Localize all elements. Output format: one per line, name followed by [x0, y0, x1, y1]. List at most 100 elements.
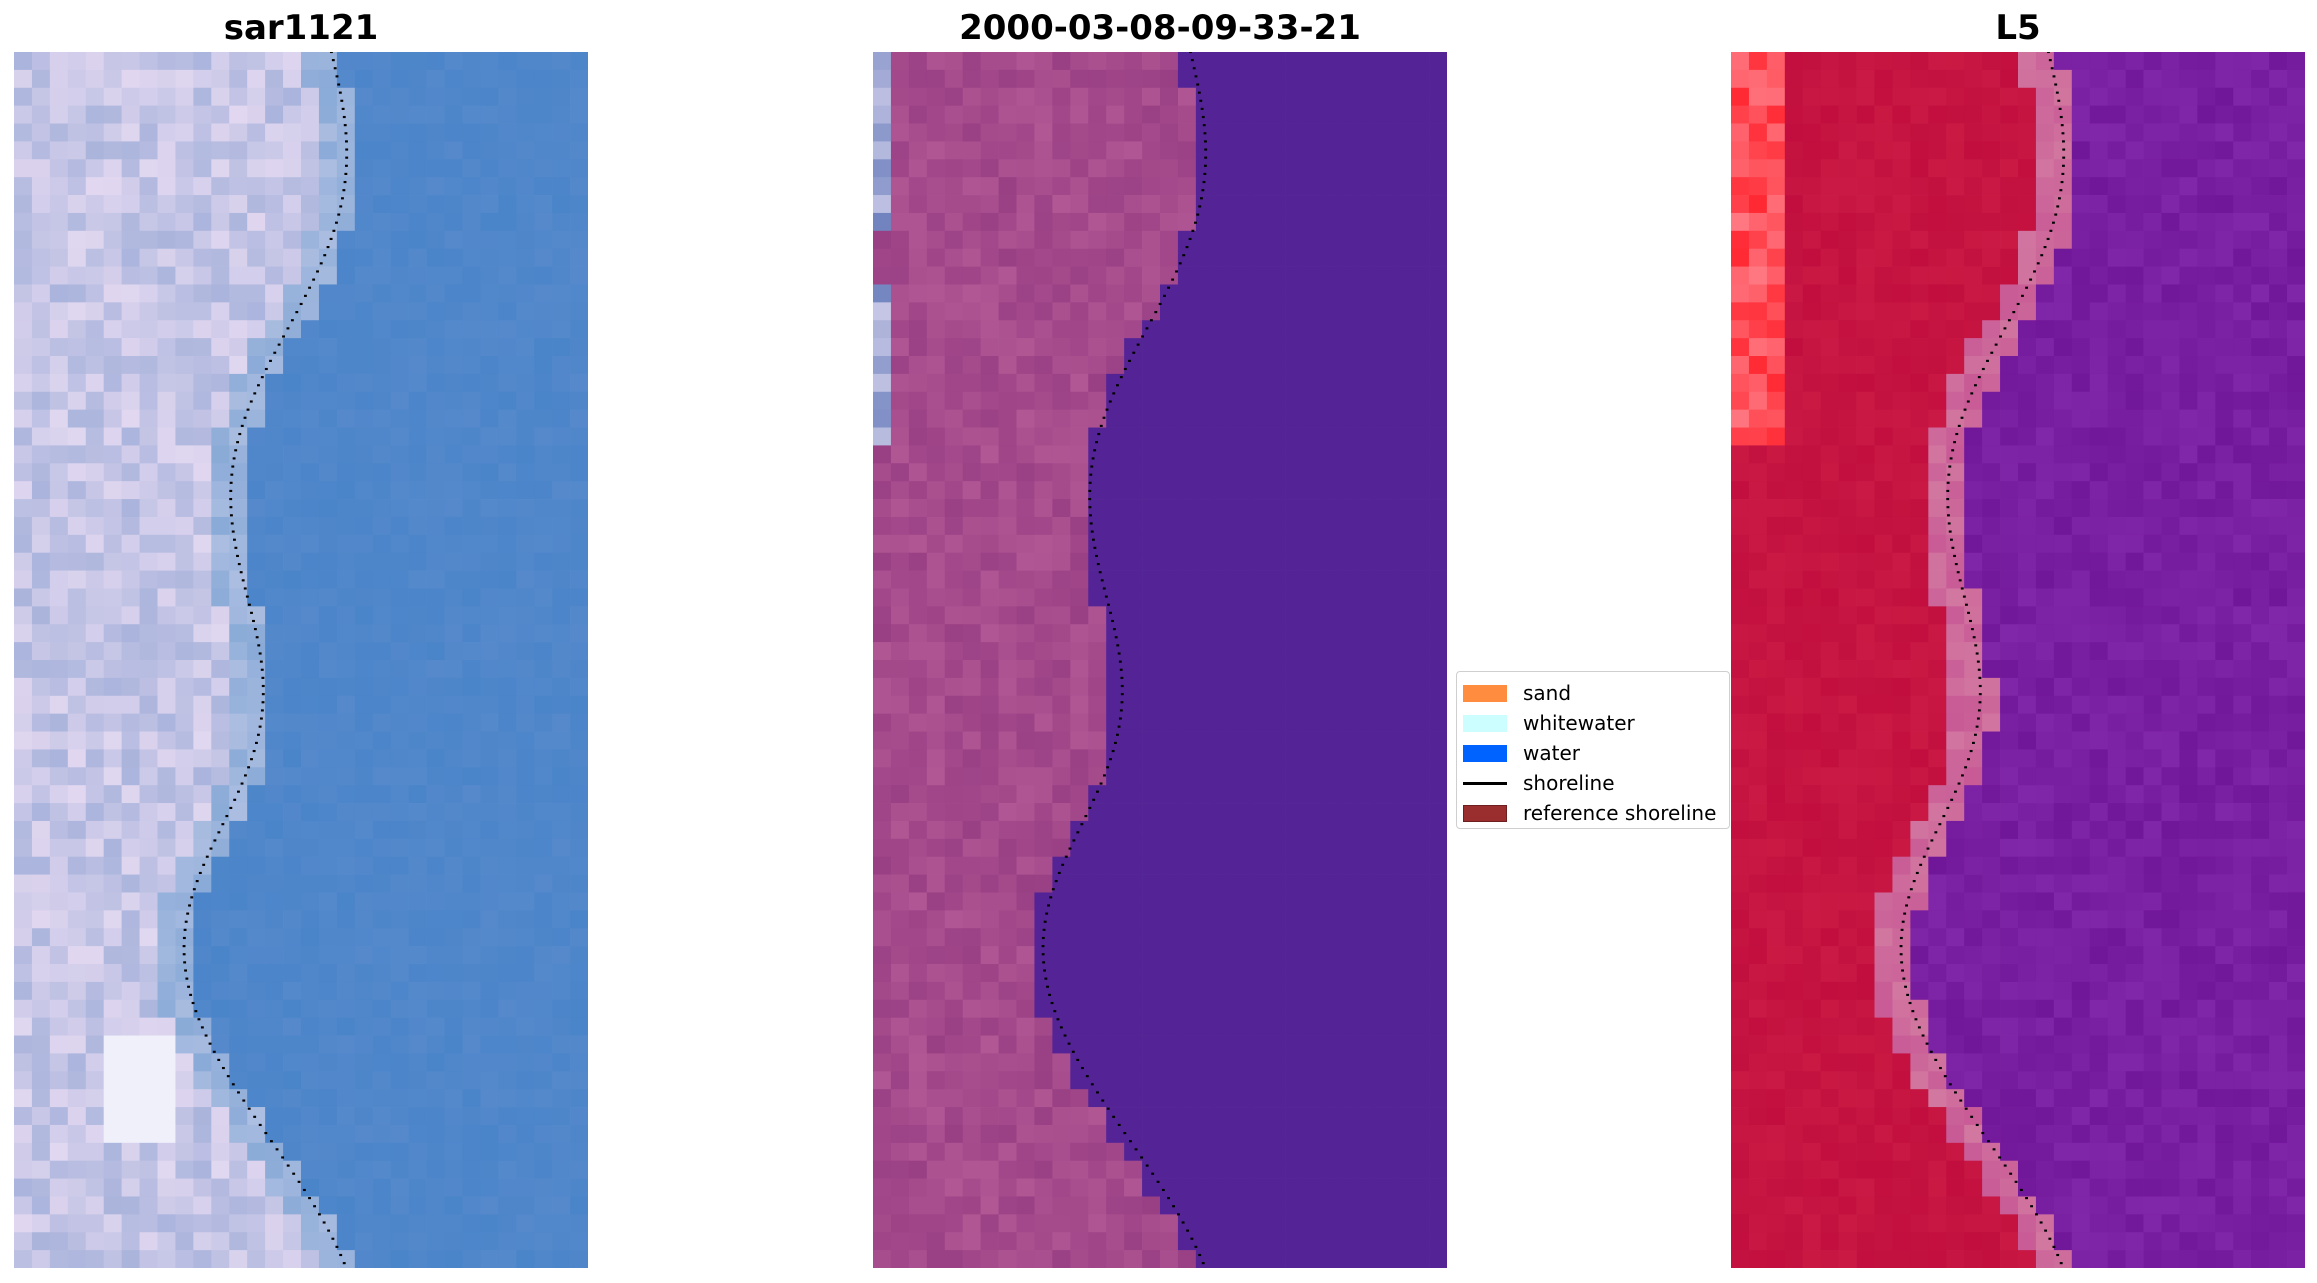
shoreline-dot	[217, 831, 221, 834]
shoreline-dot	[1970, 1115, 1974, 1118]
shoreline-dot	[1101, 1099, 1105, 1102]
shoreline-dot	[1059, 1026, 1063, 1029]
shoreline-dot	[335, 75, 339, 78]
shoreline-dot	[253, 392, 257, 395]
shoreline-dot	[2050, 67, 2054, 70]
shoreline-dot	[344, 172, 348, 175]
shoreline-dot	[2020, 294, 2024, 297]
shoreline-dot	[1901, 920, 1905, 923]
shoreline-dot	[1981, 1131, 1985, 1135]
shoreline-dot	[1190, 59, 1194, 62]
shoreline-dot	[337, 213, 341, 216]
shoreline-dot	[243, 416, 247, 419]
shoreline-dot	[1123, 1131, 1127, 1135]
shoreline-dot	[2062, 140, 2065, 143]
shoreline-dot	[2035, 1213, 2038, 1216]
shoreline-dot	[344, 132, 348, 135]
shoreline-dot	[1204, 140, 1207, 143]
shoreline-dot	[260, 376, 264, 379]
legend-label: water	[1523, 741, 1580, 765]
shoreline-dot	[2025, 286, 2029, 289]
shoreline-dot	[2056, 1253, 2060, 1257]
shoreline-dot	[1900, 928, 1904, 931]
shoreline-dot	[275, 1148, 279, 1151]
shoreline-dot	[1967, 611, 1970, 614]
shoreline-dot	[342, 189, 346, 192]
shoreline-dot	[1181, 1221, 1185, 1224]
shoreline-dot	[230, 473, 234, 476]
shoreline-dot	[1054, 880, 1058, 883]
shoreline-dot	[2058, 107, 2062, 110]
shoreline-dot	[1194, 221, 1197, 224]
shoreline-dot	[1096, 790, 1099, 793]
shoreline-dot	[225, 814, 229, 818]
shoreline-dot	[1117, 725, 1121, 728]
shoreline-dot	[1113, 741, 1117, 744]
shoreline-dot	[260, 709, 264, 712]
shoreline-dot	[212, 1050, 216, 1053]
shoreline-dot	[1088, 806, 1092, 810]
shoreline-dot	[1925, 1042, 1929, 1045]
shoreline-dot	[1198, 205, 1202, 208]
classified-image-canvas	[873, 52, 1447, 1268]
shoreline-dot	[259, 717, 263, 720]
shoreline-dot	[198, 871, 202, 875]
shoreline-dot	[1090, 465, 1094, 468]
shoreline-dot	[1071, 1050, 1075, 1053]
shoreline-dot	[2003, 327, 2007, 330]
shoreline-dot	[2046, 237, 2050, 241]
shoreline-dot	[345, 156, 349, 159]
shoreline-dot	[344, 164, 348, 167]
shoreline-dot	[1064, 855, 1068, 858]
shoreline-dot	[333, 67, 337, 70]
shoreline-dot	[2059, 189, 2063, 192]
shoreline-dot	[1992, 1148, 1996, 1151]
shoreline-dot	[252, 619, 255, 623]
shoreline-dot	[1051, 888, 1055, 891]
shoreline-dot	[1154, 311, 1158, 314]
shoreline-dot	[2036, 262, 2040, 265]
shoreline-dot	[1120, 693, 1124, 696]
legend-item-shoreline: shoreline	[1463, 769, 1615, 797]
shoreline-dot	[342, 115, 346, 119]
shoreline-dot	[290, 319, 294, 322]
shoreline-dot	[1974, 644, 1978, 647]
shoreline-dot	[343, 124, 347, 127]
shoreline-dot	[1041, 945, 1045, 948]
shoreline-dot	[1120, 676, 1124, 679]
shoreline-dot	[1969, 749, 1973, 753]
shoreline-dot	[1076, 1058, 1080, 1061]
shoreline-dot	[231, 465, 235, 468]
shoreline-dot	[229, 506, 233, 509]
shoreline-dot	[259, 660, 263, 663]
shoreline-dot	[292, 1172, 296, 1175]
shoreline-dot	[257, 384, 260, 387]
legend-item-reference-shoreline: reference shoreline	[1463, 799, 1716, 827]
shoreline-dot	[1934, 831, 1938, 834]
shoreline-dot	[1973, 733, 1977, 736]
legend-item-water: water	[1463, 739, 1580, 767]
shoreline-dot	[1957, 424, 1961, 427]
shoreline-dot	[1990, 351, 1994, 354]
shoreline-dot	[2030, 1205, 2034, 1208]
shoreline-dot	[1089, 473, 1093, 476]
shoreline-dot	[281, 1156, 285, 1159]
shoreline-dot	[1049, 896, 1053, 899]
shoreline-dot	[233, 538, 236, 541]
shoreline-dot	[1978, 676, 1982, 679]
shoreline-dot	[1938, 1066, 1942, 1070]
shoreline-dot	[248, 603, 251, 606]
shoreline-dot	[1919, 863, 1923, 866]
shoreline-dot	[197, 1018, 201, 1021]
shoreline-dot	[1080, 823, 1084, 826]
shoreline-dot	[1117, 1123, 1121, 1127]
shoreline-dot	[258, 652, 262, 655]
shoreline-dot	[1106, 1107, 1110, 1110]
shoreline-dot	[1902, 977, 1906, 980]
shoreline-dot	[1202, 124, 1206, 127]
shoreline-dot	[2059, 1262, 2063, 1265]
shoreline-dot	[340, 99, 344, 102]
shoreline-dot	[1045, 912, 1049, 915]
shoreline-dot	[243, 587, 247, 590]
shoreline-dot	[1109, 758, 1112, 761]
